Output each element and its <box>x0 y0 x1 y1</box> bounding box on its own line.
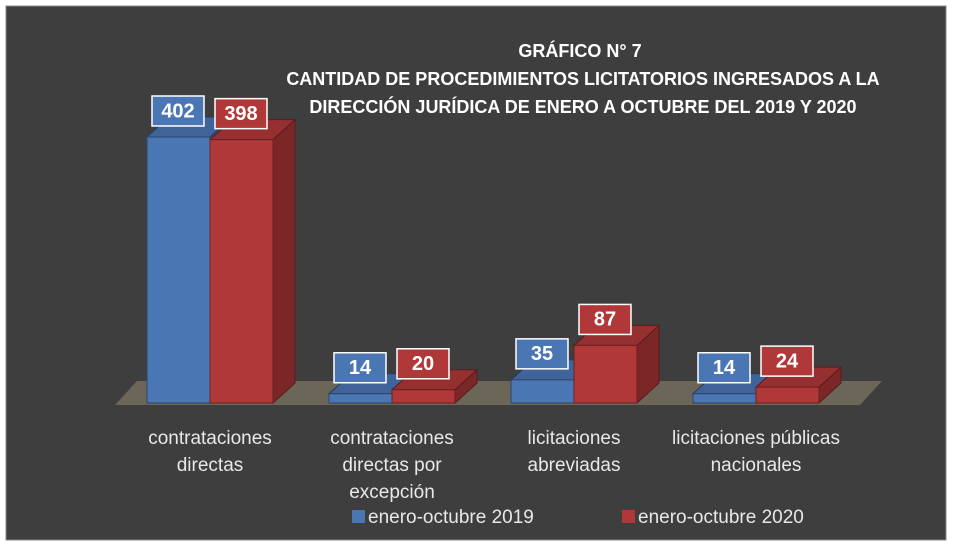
floor <box>115 381 882 405</box>
bar-front <box>391 389 456 404</box>
data-label-box <box>578 303 632 336</box>
bar-front <box>328 393 393 404</box>
x-tick-label: licitaciones abreviadas <box>527 428 621 476</box>
data-label: 14 <box>713 357 736 379</box>
bar-front <box>146 136 211 404</box>
data-label: 87 <box>594 309 616 331</box>
bar-front <box>692 393 757 404</box>
legend-swatch <box>352 510 365 523</box>
chart-title: DIRECCIÓN JURÍDICA DE ENERO A OCTUBRE DE… <box>309 96 856 117</box>
chart-title: CANTIDAD DE PROCEDIMIENTOS LICITATORIOS … <box>286 69 879 89</box>
data-label: 35 <box>531 343 553 365</box>
data-label: 14 <box>349 357 372 379</box>
data-label-box <box>151 95 205 127</box>
x-tick-label: licitaciones públicas nacionales <box>672 428 840 476</box>
data-label: 20 <box>412 353 434 375</box>
x-tick-label: contrataciones directas por excepción <box>330 428 454 503</box>
data-label-box <box>760 345 814 377</box>
bar-front <box>209 139 274 404</box>
legend-swatch <box>622 510 635 523</box>
data-label: 24 <box>776 350 799 372</box>
data-label-box <box>396 348 450 380</box>
data-label: 402 <box>161 100 194 122</box>
data-label-box <box>697 351 751 384</box>
legend-label: enero-octubre 2020 <box>638 507 804 528</box>
data-label-box <box>214 97 268 130</box>
data-label: 398 <box>224 103 257 125</box>
bar <box>572 324 661 405</box>
x-tick-label: contrataciones directas <box>148 428 272 476</box>
legend-label: enero-octubre 2019 <box>368 507 534 528</box>
data-label-box <box>515 338 569 370</box>
data-label-box <box>333 351 387 384</box>
chart-title: GRÁFICO N° 7 <box>518 40 641 61</box>
bar-side <box>272 118 296 405</box>
bar-front <box>573 344 638 404</box>
bar-front <box>755 386 820 404</box>
bar-front <box>510 379 575 404</box>
bar <box>208 118 297 405</box>
